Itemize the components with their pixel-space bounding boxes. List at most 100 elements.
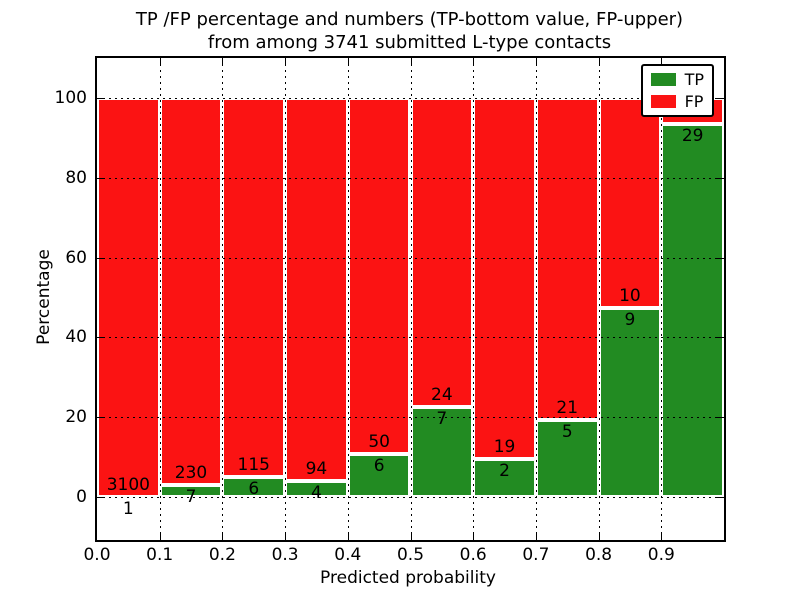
v-gridline: [222, 58, 224, 540]
y-axis-tick: [717, 417, 724, 419]
bar-fp-segment: [535, 98, 599, 421]
chart-title-line1: TP /FP percentage and numbers (TP-bottom…: [135, 9, 684, 30]
legend-label-tp: TP: [684, 70, 704, 89]
y-axis-tick: [97, 417, 104, 419]
tp-count-label: 5: [561, 422, 573, 443]
x-axis-tick: [222, 533, 224, 540]
v-gridline: [159, 58, 161, 540]
x-axis-label: Predicted probability: [320, 568, 496, 588]
bar-fp-segment: [97, 98, 160, 497]
x-axis-tick: [535, 533, 537, 540]
legend-label-fp: FP: [684, 92, 704, 111]
x-axis-tick: [661, 58, 663, 65]
fp-count-label: 24: [431, 384, 453, 405]
plot-area: 3100123071156944506247192215109229: [95, 56, 726, 542]
x-tick-label: 0.7: [522, 545, 550, 565]
y-axis-tick: [97, 177, 104, 179]
tp-count-label: 6: [248, 479, 260, 500]
legend: TP FP: [640, 64, 714, 117]
v-gridline: [410, 58, 412, 540]
fp-count-label: 10: [619, 286, 641, 306]
x-tick-label: 0.1: [146, 545, 174, 565]
chart-title: TP /FP percentage and numbers (TP-bottom…: [95, 8, 724, 54]
x-axis-tick: [159, 58, 161, 65]
bar-tp-segment: [473, 459, 536, 497]
tp-count-label: 4: [311, 482, 322, 503]
x-axis-tick: [285, 533, 287, 540]
tp-count-label: 9: [624, 310, 636, 330]
v-gridline: [285, 58, 287, 540]
y-axis-tick: [717, 177, 724, 179]
y-axis-tick: [97, 98, 104, 99]
y-tick-label: 80: [65, 167, 87, 188]
fp-count-label: 50: [368, 432, 390, 453]
y-axis-tick: [97, 257, 104, 259]
x-axis-tick: [347, 533, 349, 540]
x-axis-tick: [473, 58, 475, 65]
fp-count-label: 115: [237, 455, 270, 476]
v-gridline: [473, 58, 475, 540]
x-tick-label: 0.6: [459, 545, 487, 565]
x-axis-tick: [473, 533, 475, 540]
bar-fp-segment: [410, 98, 474, 407]
tp-count-label: 29: [681, 125, 704, 146]
bar-fp-segment: [473, 98, 536, 459]
y-tick-label: 60: [65, 247, 87, 268]
v-gridline: [661, 58, 663, 540]
x-axis-tick: [410, 533, 412, 540]
tp-swatch-icon: [650, 73, 676, 86]
x-axis-tick: [598, 58, 600, 65]
bar-tp-segment: [598, 308, 662, 497]
x-axis-tick: [410, 58, 412, 65]
x-axis-tick: [285, 58, 287, 65]
y-axis-tick: [717, 257, 724, 259]
fp-count-label: 230: [174, 463, 208, 484]
v-gridline: [598, 58, 600, 540]
bar-tp-segment: [347, 454, 411, 497]
tp-count-label: 6: [373, 456, 385, 477]
y-axis-tick: [97, 337, 104, 339]
fp-count-label: 94: [305, 458, 328, 479]
legend-item-fp: FP: [650, 92, 704, 111]
tp-count-label: 1: [122, 498, 134, 519]
y-axis-tick: [717, 337, 724, 339]
y-axis-tick: [717, 497, 724, 498]
v-gridline: [347, 58, 349, 540]
y-axis-tick: [97, 497, 104, 498]
x-tick-label: 0.5: [396, 545, 425, 565]
bar-fp-segment: [159, 98, 223, 486]
bar-fp-segment: [598, 98, 662, 308]
x-axis-tick: [159, 533, 161, 540]
fp-count-label: 3100: [106, 474, 150, 495]
x-axis-tick: [347, 58, 349, 65]
x-axis-tick: [222, 58, 224, 65]
y-tick-label: 40: [65, 327, 87, 348]
tp-count-label: 7: [185, 487, 197, 508]
bar-tp-segment: [661, 123, 724, 497]
y-tick-label: 0: [76, 487, 87, 507]
x-axis-tick: [598, 533, 600, 540]
fp-count-label: 21: [556, 398, 579, 419]
x-axis-tick: [661, 533, 663, 540]
bar-fp-segment: [347, 98, 411, 455]
y-tick-label: 20: [65, 407, 87, 428]
fp-count-label: 19: [493, 437, 516, 457]
tp-count-label: 2: [499, 461, 510, 481]
x-axis-tick: [535, 58, 537, 65]
bar-fp-segment: [222, 98, 286, 478]
fp-swatch-icon: [650, 95, 676, 108]
legend-item-tp: TP: [650, 70, 704, 89]
x-tick-label: 0.3: [271, 545, 299, 565]
x-tick-label: 0.0: [83, 545, 111, 565]
x-tick-label: 0.8: [585, 545, 613, 565]
x-tick-label: 0.4: [334, 545, 362, 565]
chart-title-line2: from among 3741 submitted L-type contact…: [207, 32, 612, 53]
x-tick-label: 0.9: [647, 545, 675, 565]
x-tick-label: 0.2: [208, 545, 236, 565]
bar-fp-segment: [285, 98, 348, 481]
tp-count-label: 7: [436, 408, 448, 429]
y-axis-tick: [717, 98, 724, 99]
y-tick-label: 100: [54, 88, 87, 108]
v-gridline: [535, 58, 537, 540]
